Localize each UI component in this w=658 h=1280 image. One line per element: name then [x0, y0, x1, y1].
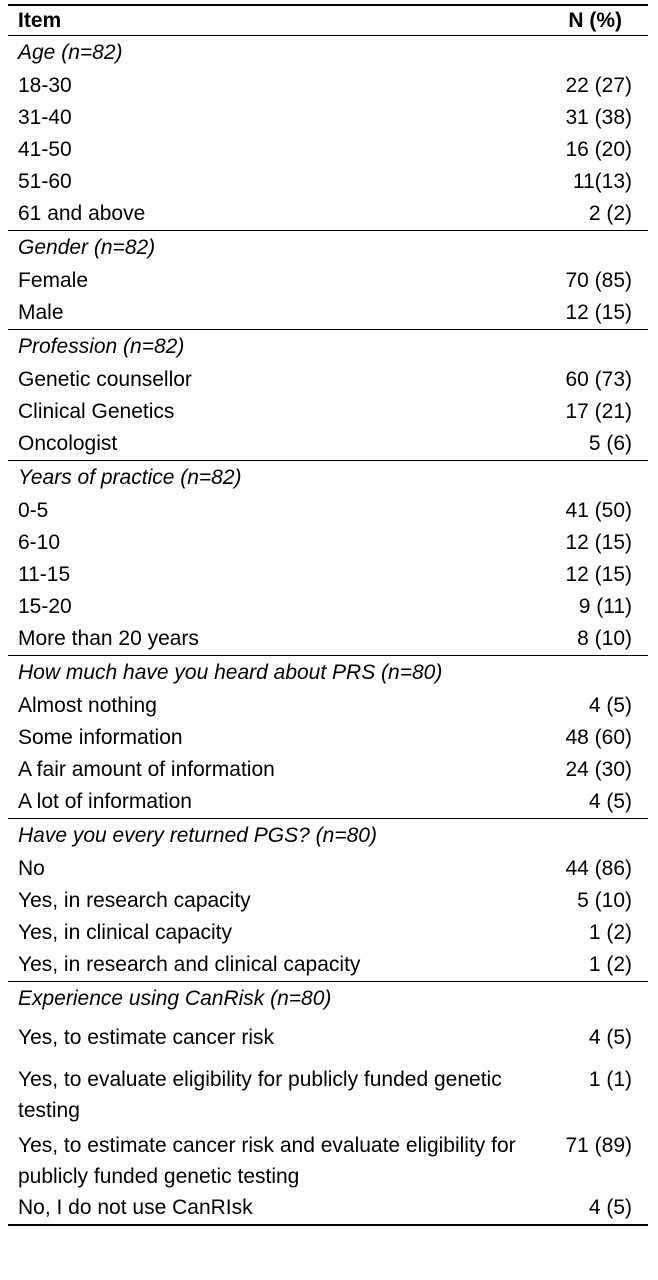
row-label: Yes, to estimate cancer risk and evaluat…: [18, 1134, 516, 1188]
row-label: 41-50: [18, 138, 72, 161]
row-label: 61 and above: [18, 202, 146, 225]
table-row: Yes, to estimate cancer risk 4 (5): [8, 1016, 648, 1058]
row-label: 11-15: [18, 563, 71, 586]
table-row: Yes, to estimate cancer risk and evaluat…: [8, 1130, 648, 1192]
row-label: 51-60: [18, 170, 72, 193]
row-value: 17 (21): [565, 400, 632, 423]
row-label: 18-30: [18, 74, 72, 97]
table-row: 11-15 12 (15): [8, 559, 648, 591]
row-value: 4 (5): [588, 790, 632, 813]
section-title: Gender (n=82): [18, 236, 156, 259]
row-value: 9 (11): [578, 595, 632, 618]
row-value: 1 (1): [588, 1068, 632, 1091]
table-row: Yes, to evaluate eligibility for publicl…: [8, 1058, 648, 1130]
row-label: Oncologist: [18, 432, 118, 455]
table-row: 61 and above 2 (2): [8, 198, 648, 230]
row-label: Yes, to estimate cancer risk: [18, 1026, 274, 1049]
row-label: Almost nothing: [18, 694, 157, 717]
table-row: Yes, in clinical capacity 1 (2): [8, 917, 648, 949]
row-value: 5 (6): [588, 432, 632, 455]
row-value: 4 (5): [588, 1026, 632, 1049]
row-label: Some information: [18, 726, 183, 749]
section-canrisk-experience: Experience using CanRisk (n=80) Yes, to …: [8, 982, 648, 1226]
row-value: 24 (30): [565, 758, 632, 781]
row-value: 48 (60): [565, 726, 632, 749]
row-value: 12 (15): [565, 531, 632, 554]
table-row: Yes, in research and clinical capacity 1 …: [8, 949, 648, 981]
table-row: Genetic counsellor 60 (73): [8, 364, 648, 396]
row-label: No: [18, 857, 45, 880]
header-n-percent: N (%): [568, 8, 622, 32]
row-label: Female: [18, 269, 89, 292]
row-value: 16 (20): [565, 138, 632, 161]
survey-table: Item N (%) Age (n=82) 18-30 22 (27) 31-40…: [8, 4, 648, 1226]
row-label: Clinical Genetics: [18, 400, 175, 423]
row-label: No, I do not use CanRIsk: [18, 1196, 253, 1219]
section-title: How much have you heard about PRS (n=80): [18, 661, 443, 684]
table-row: 0-5 41 (50): [8, 495, 648, 527]
section-title: Age (n=82): [18, 41, 123, 64]
section-gender: Gender (n=82) Female 70 (85) Male 12 (15): [8, 231, 648, 330]
table-header: Item N (%): [8, 4, 648, 36]
row-label: 31-40: [18, 106, 72, 129]
table-row: 51-60 11(13): [8, 166, 648, 198]
header-item: Item: [18, 8, 62, 32]
row-value: 70 (85): [565, 269, 632, 292]
section-profession: Profession (n=82) Genetic counsellor 60 (…: [8, 330, 648, 461]
table-row: No, I do not use CanRIsk 4 (5): [8, 1192, 648, 1224]
row-value: 4 (5): [588, 1196, 632, 1219]
row-label: Male: [18, 301, 64, 324]
table-row: A lot of information 4 (5): [8, 786, 648, 818]
row-value: 2 (2): [588, 202, 632, 225]
table-row: Male 12 (15): [8, 297, 648, 329]
section-title: Experience using CanRisk (n=80): [18, 987, 332, 1010]
table-row: Yes, in research capacity 5 (10): [8, 885, 648, 917]
row-value: 1 (2): [588, 953, 632, 976]
table-row: 41-50 16 (20): [8, 134, 648, 166]
row-label: 0-5: [18, 499, 49, 522]
row-label: 15-20: [18, 595, 72, 618]
table-row: Some information 48 (60): [8, 722, 648, 754]
row-value: 11(13): [572, 170, 632, 193]
table-row: 31-40 31 (38): [8, 102, 648, 134]
row-value: 22 (27): [565, 74, 632, 97]
row-value: 1 (2): [588, 921, 632, 944]
table-row: Female 70 (85): [8, 265, 648, 297]
row-label: More than 20 years: [18, 627, 199, 650]
table-row: Clinical Genetics 17 (21): [8, 396, 648, 428]
table-row: No 44 (86): [8, 853, 648, 885]
table-row: Oncologist 5 (6): [8, 428, 648, 460]
row-label: 6-10: [18, 531, 61, 554]
section-title: Have you every returned PGS? (n=80): [18, 824, 377, 847]
table-row: 18-30 22 (27): [8, 70, 648, 102]
table-row: Almost nothing 4 (5): [8, 690, 648, 722]
row-value: 5 (10): [577, 889, 632, 912]
row-value: 41 (50): [565, 499, 632, 522]
row-label: A lot of information: [18, 790, 192, 813]
section-heard-about-prs: How much have you heard about PRS (n=80)…: [8, 656, 648, 819]
section-age: Age (n=82) 18-30 22 (27) 31-40 31 (38) 41-…: [8, 36, 648, 231]
table-row: 6-10 12 (15): [8, 527, 648, 559]
table-row: More than 20 years 8 (10): [8, 623, 648, 655]
row-value: 31 (38): [565, 106, 632, 129]
row-value: 8 (10): [577, 627, 632, 650]
table-row: A fair amount of information 24 (30): [8, 754, 648, 786]
row-value: 4 (5): [588, 694, 632, 717]
row-value: 71 (89): [565, 1134, 632, 1157]
section-years-of-practice: Years of practice (n=82) 0-5 41 (50) 6-10…: [8, 461, 648, 656]
row-label: Genetic counsellor: [18, 368, 192, 391]
row-label: Yes, in research capacity: [18, 889, 251, 912]
row-value: 60 (73): [565, 368, 632, 391]
section-title: Years of practice (n=82): [18, 466, 242, 489]
row-label: A fair amount of information: [18, 758, 275, 781]
row-label: Yes, in research and clinical capacity: [18, 953, 361, 976]
row-value: 44 (86): [565, 857, 632, 880]
row-value: 12 (15): [565, 563, 632, 586]
row-value: 12 (15): [565, 301, 632, 324]
row-label: Yes, to evaluate eligibility for publicl…: [18, 1068, 502, 1122]
section-returned-pgs: Have you every returned PGS? (n=80) No 44…: [8, 819, 648, 982]
section-title: Profession (n=82): [18, 335, 185, 358]
row-label: Yes, in clinical capacity: [18, 921, 232, 944]
table-row: 15-20 9 (11): [8, 591, 648, 623]
